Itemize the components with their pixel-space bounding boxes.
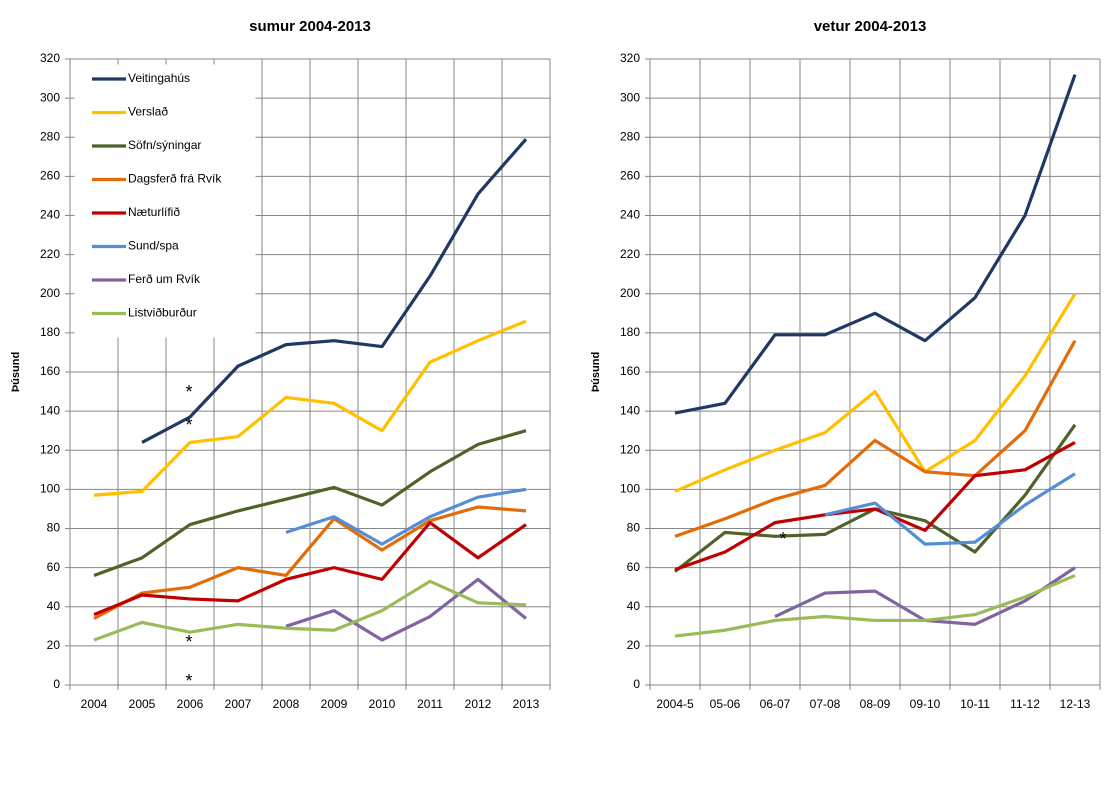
- annotation: *: [185, 632, 192, 652]
- legend-label: Næturlífið: [128, 205, 180, 219]
- y-tick-label: 320: [40, 51, 60, 65]
- y-tick-label: 220: [620, 247, 640, 261]
- legend-label: Verslað: [128, 105, 168, 119]
- y-tick-label: 100: [620, 482, 640, 496]
- y-axis-label: Þúsund: [10, 352, 22, 392]
- y-tick-label: 60: [627, 560, 641, 574]
- series-line: [285, 577, 528, 642]
- legend-box: [74, 64, 256, 338]
- y-tick-label: 160: [620, 364, 640, 378]
- x-tick-label: 2013: [513, 697, 540, 711]
- y-tick-label: 300: [40, 90, 60, 104]
- y-tick-label: 320: [620, 51, 640, 65]
- y-tick-label: 200: [620, 286, 640, 300]
- x-tick-label: 2009: [321, 697, 348, 711]
- series-line: [93, 521, 527, 617]
- y-tick-label: 100: [40, 482, 60, 496]
- annotation: *: [185, 671, 192, 691]
- y-tick-label: 240: [620, 208, 640, 222]
- y-tick-label: 220: [40, 247, 60, 261]
- chart-title: sumur 2004-2013: [249, 18, 371, 35]
- y-tick-label: 280: [620, 129, 640, 143]
- x-tick-label: 2011: [417, 697, 443, 711]
- y-axis-label: Þúsund: [590, 352, 602, 392]
- y-tick-label: 200: [40, 286, 60, 300]
- series-line: [93, 429, 527, 577]
- x-tick-label: 06-07: [760, 697, 791, 711]
- annotation: *: [779, 529, 786, 549]
- x-tick-label: 05-06: [710, 697, 741, 711]
- x-tick-label: 2006: [177, 697, 204, 711]
- series-line: [93, 505, 527, 620]
- x-tick-label: 2012: [465, 697, 492, 711]
- series-line: [93, 579, 527, 642]
- x-tick-label: 12-13: [1060, 697, 1091, 711]
- x-tick-label: 2005: [129, 697, 156, 711]
- y-tick-label: 80: [47, 521, 61, 535]
- series-line: [674, 292, 1077, 493]
- series-line: [93, 319, 527, 497]
- series-line: [674, 573, 1076, 638]
- legend-label: Dagsferð frá Rvík: [128, 172, 222, 186]
- legend-label: Söfn/sýningar: [128, 138, 201, 152]
- series-line: [824, 472, 1076, 546]
- series-line: [674, 339, 1077, 538]
- x-tick-label: 2007: [225, 697, 252, 711]
- x-tick-label: 07-08: [810, 697, 841, 711]
- annotation: *: [185, 382, 192, 402]
- y-tick-label: 140: [620, 403, 640, 417]
- series-line: [285, 487, 527, 546]
- y-tick-label: 160: [40, 364, 60, 378]
- legend-label: Veitingahús: [128, 71, 190, 85]
- y-tick-label: 300: [620, 90, 640, 104]
- x-tick-label: 10-11: [960, 697, 990, 711]
- y-tick-label: 180: [40, 325, 60, 339]
- chart-title: vetur 2004-2013: [814, 18, 927, 35]
- x-tick-label: 2010: [369, 697, 396, 711]
- y-tick-label: 240: [40, 208, 60, 222]
- series-line: [674, 441, 1076, 572]
- y-tick-label: 260: [620, 169, 640, 183]
- y-tick-label: 140: [40, 403, 60, 417]
- y-tick-label: 260: [40, 169, 60, 183]
- x-tick-label: 2008: [273, 697, 300, 711]
- y-tick-label: 40: [47, 599, 61, 613]
- annotation: *: [185, 415, 192, 435]
- series-line: [141, 138, 528, 444]
- legend-label: Ferð um Rvík: [128, 272, 201, 286]
- y-tick-label: 40: [627, 599, 641, 613]
- series-line: [674, 74, 1077, 415]
- y-tick-label: 120: [40, 442, 60, 456]
- y-tick-label: 0: [53, 677, 60, 691]
- legend-label: Sund/spa: [128, 239, 179, 253]
- y-tick-label: 80: [627, 521, 641, 535]
- legend-label: Listviðburður: [128, 306, 197, 320]
- y-tick-label: 0: [633, 677, 640, 691]
- y-tick-label: 180: [620, 325, 640, 339]
- y-tick-label: 20: [47, 638, 61, 652]
- x-tick-label: 09-10: [910, 697, 941, 711]
- x-tick-label: 08-09: [860, 697, 891, 711]
- y-tick-label: 60: [47, 560, 61, 574]
- x-tick-label: 2004: [81, 697, 108, 711]
- series-line: [674, 423, 1077, 573]
- y-tick-label: 20: [627, 638, 641, 652]
- y-tick-label: 120: [620, 442, 640, 456]
- x-tick-label: 2004-5: [656, 697, 694, 711]
- y-tick-label: 280: [40, 129, 60, 143]
- x-tick-label: 11-12: [1010, 697, 1040, 711]
